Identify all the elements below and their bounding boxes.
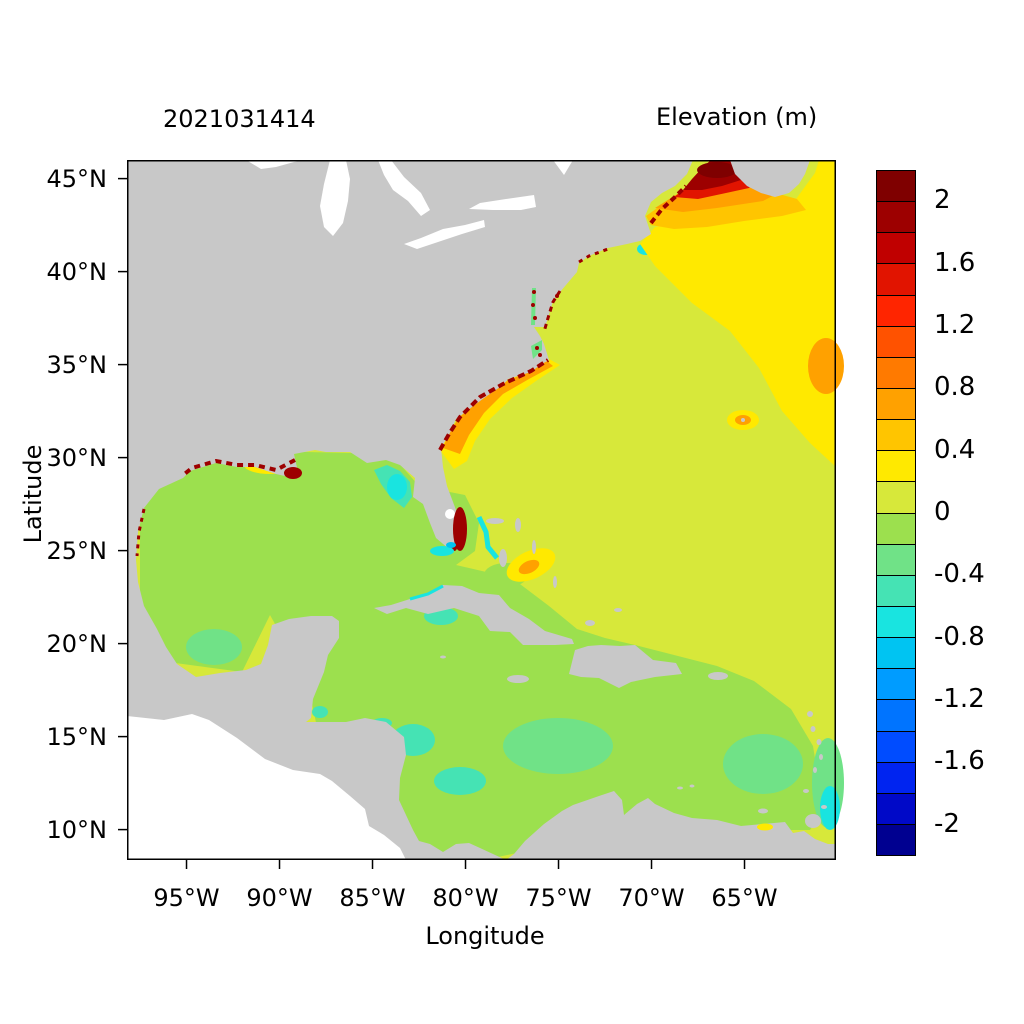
colorbar-segment xyxy=(877,576,915,607)
colorbar-segment xyxy=(877,202,915,233)
jamaica xyxy=(507,675,529,683)
y-tick-label: 45°N xyxy=(30,165,107,193)
x-tick-label: 80°W xyxy=(420,884,512,912)
figure: 2021031414 Elevation (m) Latitude Longit… xyxy=(0,0,1024,1024)
colorbar-tick-label: 0 xyxy=(934,498,951,526)
colorbar-segment xyxy=(877,669,915,700)
colorbar-tick-label: 0.4 xyxy=(934,436,975,464)
colorbar-segment xyxy=(877,638,915,669)
colorbar-segment xyxy=(877,327,915,358)
x-tick-label: 95°W xyxy=(141,884,233,912)
bermuda xyxy=(741,418,745,422)
colorbar-tick-label: -0.4 xyxy=(934,560,985,588)
y-tick-label: 35°N xyxy=(30,351,107,379)
colorbar-segment xyxy=(877,545,915,576)
x-tick-label: 75°W xyxy=(513,884,605,912)
colorbar-segment xyxy=(877,389,915,420)
colorbar-segment xyxy=(877,825,915,855)
x-tick-label: 65°W xyxy=(699,884,791,912)
y-tick-label: 20°N xyxy=(30,630,107,658)
colorbar-segment xyxy=(877,171,915,202)
colorbar xyxy=(876,170,916,856)
colorbar-segment xyxy=(877,451,915,482)
colorbar-segment xyxy=(877,514,915,545)
colorbar-tick-label: -1.6 xyxy=(934,747,985,775)
colorbar-tick-label: 0.8 xyxy=(934,373,975,401)
x-tick-label: 85°W xyxy=(327,884,419,912)
y-tick-label: 15°N xyxy=(30,723,107,751)
y-tick-label: 10°N xyxy=(30,816,107,844)
colorbar-segment xyxy=(877,607,915,638)
colorbar-segment xyxy=(877,358,915,389)
colorbar-tick-label: 1.6 xyxy=(934,249,975,277)
colorbar-segment xyxy=(877,233,915,264)
y-tick-label: 25°N xyxy=(30,537,107,565)
colorbar-segment xyxy=(877,264,915,295)
puerto-rico xyxy=(708,672,728,680)
colorbar-segment xyxy=(877,763,915,794)
colorbar-segment xyxy=(877,732,915,763)
colorbar-tick-label: -1.2 xyxy=(934,685,985,713)
colorbar-title: Elevation (m) xyxy=(656,103,817,131)
colorbar-tick-label: -0.8 xyxy=(934,623,985,651)
map-plot xyxy=(127,160,836,860)
x-tick-label: 70°W xyxy=(606,884,698,912)
y-tick-label: 40°N xyxy=(30,258,107,286)
lake-okeechobee xyxy=(445,509,455,519)
colorbar-tick-label: 2 xyxy=(934,186,951,214)
colorbar-tick-label: 1.2 xyxy=(934,311,975,339)
colorbar-segment xyxy=(877,482,915,513)
colorbar-tick-label: -2 xyxy=(934,810,960,838)
x-tick-label: 90°W xyxy=(234,884,326,912)
x-axis-label: Longitude xyxy=(385,922,585,950)
plot-title-datestamp: 2021031414 xyxy=(163,105,316,133)
colorbar-segment xyxy=(877,420,915,451)
y-tick-label: 30°N xyxy=(30,444,107,472)
trinidad xyxy=(805,814,821,828)
colorbar-segment xyxy=(877,794,915,825)
colorbar-segment xyxy=(877,700,915,731)
colorbar-segment xyxy=(877,296,915,327)
